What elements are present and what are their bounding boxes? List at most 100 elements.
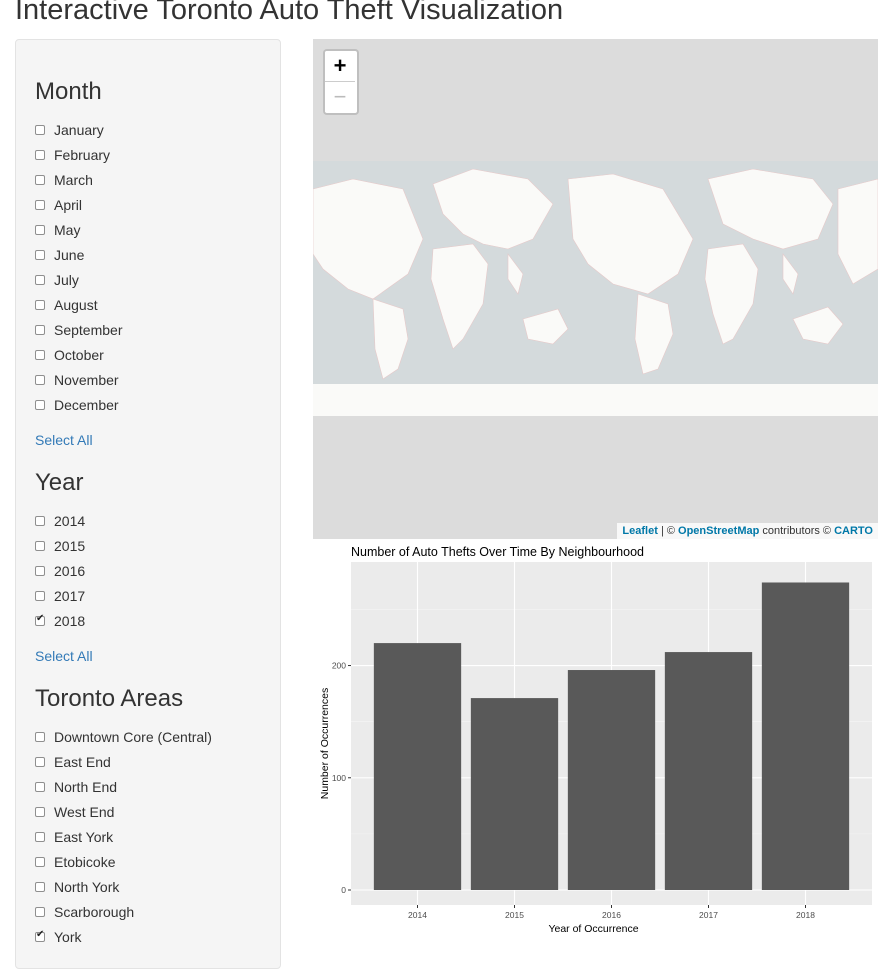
checkbox-input[interactable] — [35, 300, 45, 310]
checkbox-option[interactable]: Downtown Core (Central) — [35, 727, 212, 747]
checkbox-input[interactable] — [35, 225, 45, 235]
checkbox-option[interactable]: September — [35, 320, 122, 340]
x-tick-label: 2017 — [699, 910, 718, 920]
map-antarctica — [313, 384, 878, 416]
bar — [761, 582, 850, 890]
checkbox-label: October — [54, 347, 104, 363]
bar — [373, 643, 462, 890]
bar — [470, 698, 559, 890]
checkbox-option[interactable]: November — [35, 370, 119, 390]
checkbox-input[interactable] — [35, 175, 45, 185]
checkbox-option[interactable]: March — [35, 170, 93, 190]
bar — [664, 652, 753, 890]
checkbox-input[interactable] — [35, 150, 45, 160]
checkbox-input[interactable] — [35, 275, 45, 285]
checkbox-label: June — [54, 247, 85, 263]
checkbox-option[interactable]: Scarborough — [35, 902, 134, 922]
checkbox-label: 2016 — [54, 563, 86, 579]
checkbox-input[interactable] — [35, 732, 45, 742]
checkbox-option[interactable]: East End — [35, 752, 111, 772]
zoom-out-button[interactable]: − — [325, 81, 355, 112]
checkbox-option[interactable]: February — [35, 145, 110, 165]
checkbox-input[interactable] — [35, 591, 45, 601]
checkbox-input[interactable] — [35, 400, 45, 410]
checkbox-label: East End — [54, 754, 111, 770]
checkbox-option[interactable]: 2015 — [35, 536, 85, 556]
checkbox-input[interactable] — [35, 541, 45, 551]
y-axis-label: Number of Occurrences — [319, 688, 331, 799]
carto-link[interactable]: CARTO — [834, 525, 873, 537]
checkbox-label: April — [54, 197, 83, 213]
checkbox-option[interactable]: 2014 — [35, 511, 85, 531]
checkbox-option[interactable]: York — [35, 927, 82, 947]
checkbox-input[interactable] — [35, 832, 45, 842]
filter-sidebar: Month January February March April May June Ju… — [15, 39, 281, 969]
openstreetmap-link[interactable]: OpenStreetMap — [678, 525, 760, 537]
checkbox-label: December — [54, 397, 119, 413]
checkbox-label: January — [54, 122, 104, 138]
y-tick-label: 100 — [332, 773, 346, 783]
leaflet-map[interactable]: + − Leaflet | © OpenStreetMap contributo… — [313, 39, 878, 539]
checkbox-input[interactable] — [35, 613, 45, 626]
checkbox-label: Downtown Core (Central) — [54, 729, 212, 745]
checkbox-input[interactable] — [35, 350, 45, 360]
page-title: Interactive Toronto Auto Theft Visualiza… — [15, 0, 564, 26]
attribution-contributors-text: contributors © — [759, 525, 835, 537]
checkbox-label: Etobicoke — [54, 854, 116, 870]
checkbox-option[interactable]: 2016 — [35, 561, 85, 581]
world-land-tiles — [313, 168, 878, 380]
checkbox-option[interactable]: January — [35, 120, 104, 140]
checkbox-option[interactable]: 2018 — [35, 611, 85, 631]
year-heading: Year — [35, 469, 84, 496]
x-tick-label: 2015 — [505, 910, 524, 920]
checkbox-label: May — [54, 222, 81, 238]
checkbox-input[interactable] — [35, 807, 45, 817]
chart-title: Number of Auto Thefts Over Time By Neigh… — [351, 545, 644, 559]
checkbox-input[interactable] — [35, 200, 45, 210]
checkbox-input[interactable] — [35, 566, 45, 576]
checkbox-label: North End — [54, 779, 118, 795]
checkbox-option[interactable]: Etobicoke — [35, 852, 115, 872]
checkbox-option[interactable]: July — [35, 270, 79, 290]
year-select-all-link[interactable]: Select All — [35, 648, 93, 664]
checkbox-input[interactable] — [35, 516, 45, 526]
zoom-in-button[interactable]: + — [325, 51, 355, 81]
checkbox-input[interactable] — [35, 757, 45, 767]
checkbox-label: August — [54, 297, 98, 313]
checkbox-label: February — [54, 147, 111, 163]
checkbox-option[interactable]: December — [35, 395, 119, 415]
checkbox-label: 2017 — [54, 588, 86, 604]
x-tick-label: 2016 — [602, 910, 621, 920]
checkbox-input[interactable] — [35, 882, 45, 892]
checkbox-label: North York — [54, 879, 120, 895]
month-select-all-link[interactable]: Select All — [35, 432, 93, 448]
checkbox-input[interactable] — [35, 325, 45, 335]
checkbox-input[interactable] — [35, 250, 45, 260]
checkbox-option[interactable]: North York — [35, 877, 119, 897]
checkbox-label: September — [54, 322, 123, 338]
checkbox-label: March — [54, 172, 93, 188]
checkbox-option[interactable]: August — [35, 295, 98, 315]
checkbox-option[interactable]: 2017 — [35, 586, 85, 606]
leaflet-link[interactable]: Leaflet — [622, 525, 658, 537]
month-heading: Month — [35, 78, 102, 105]
checkbox-input[interactable] — [35, 125, 45, 135]
checkbox-option[interactable]: October — [35, 345, 104, 365]
checkbox-input[interactable] — [35, 907, 45, 917]
checkbox-input[interactable] — [35, 375, 45, 385]
checkbox-input[interactable] — [35, 857, 45, 867]
auto-theft-bar-chart: Number of Auto Thefts Over Time By Neigh… — [313, 540, 878, 940]
checkbox-input[interactable] — [35, 782, 45, 792]
checkbox-label: West End — [54, 804, 115, 820]
x-axis-label: Year of Occurrence — [548, 923, 638, 935]
zoom-control: + − — [323, 49, 359, 115]
checkbox-option[interactable]: April — [35, 195, 82, 215]
checkbox-option[interactable]: East York — [35, 827, 113, 847]
checkbox-option[interactable]: May — [35, 220, 80, 240]
checkbox-option[interactable]: West End — [35, 802, 114, 822]
checkbox-option[interactable]: North End — [35, 777, 117, 797]
attribution-separator: | © — [657, 525, 679, 537]
checkbox-input[interactable] — [35, 929, 45, 942]
checkbox-option[interactable]: June — [35, 245, 84, 265]
checkbox-label: York — [54, 929, 82, 945]
